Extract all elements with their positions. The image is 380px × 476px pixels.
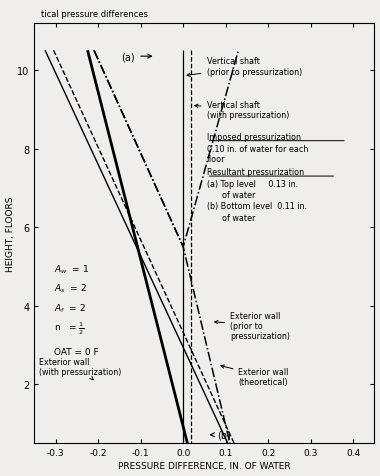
Text: (b): (b) bbox=[211, 430, 231, 440]
Text: Vertical shaft
(with pressurization): Vertical shaft (with pressurization) bbox=[195, 100, 289, 119]
Text: (a): (a) bbox=[122, 52, 152, 62]
Y-axis label: HEIGHT, FLOORS: HEIGHT, FLOORS bbox=[6, 196, 14, 271]
Text: $A_s$  = 2: $A_s$ = 2 bbox=[54, 282, 87, 295]
Text: $A_f$  = 2: $A_f$ = 2 bbox=[54, 302, 86, 314]
Text: OAT = 0 F: OAT = 0 F bbox=[54, 347, 98, 356]
Text: Resultant pressurization: Resultant pressurization bbox=[207, 168, 304, 177]
Text: 0.10 in. of water for each
floor: 0.10 in. of water for each floor bbox=[207, 145, 308, 164]
Text: $A_w$  = 1: $A_w$ = 1 bbox=[54, 263, 89, 275]
Text: (a) Top level     0.13 in.
      of water
(b) Bottom level  0.11 in.
      of wa: (a) Top level 0.13 in. of water (b) Bott… bbox=[207, 180, 307, 222]
Text: Vertical shaft
(prior to pressurization): Vertical shaft (prior to pressurization) bbox=[187, 57, 302, 77]
Text: tical pressure differences: tical pressure differences bbox=[41, 10, 148, 19]
X-axis label: PRESSURE DIFFERENCE, IN. OF WATER: PRESSURE DIFFERENCE, IN. OF WATER bbox=[118, 461, 291, 470]
Text: n   = $\frac{1}{2}$: n = $\frac{1}{2}$ bbox=[54, 319, 84, 336]
Text: Exterior wall
(theoretical): Exterior wall (theoretical) bbox=[221, 365, 289, 387]
Text: Exterior wall
(prior to
pressurization): Exterior wall (prior to pressurization) bbox=[215, 311, 290, 341]
Text: Imposed pressurization: Imposed pressurization bbox=[207, 132, 301, 141]
Text: Exterior wall
(with pressurization): Exterior wall (with pressurization) bbox=[39, 357, 121, 380]
